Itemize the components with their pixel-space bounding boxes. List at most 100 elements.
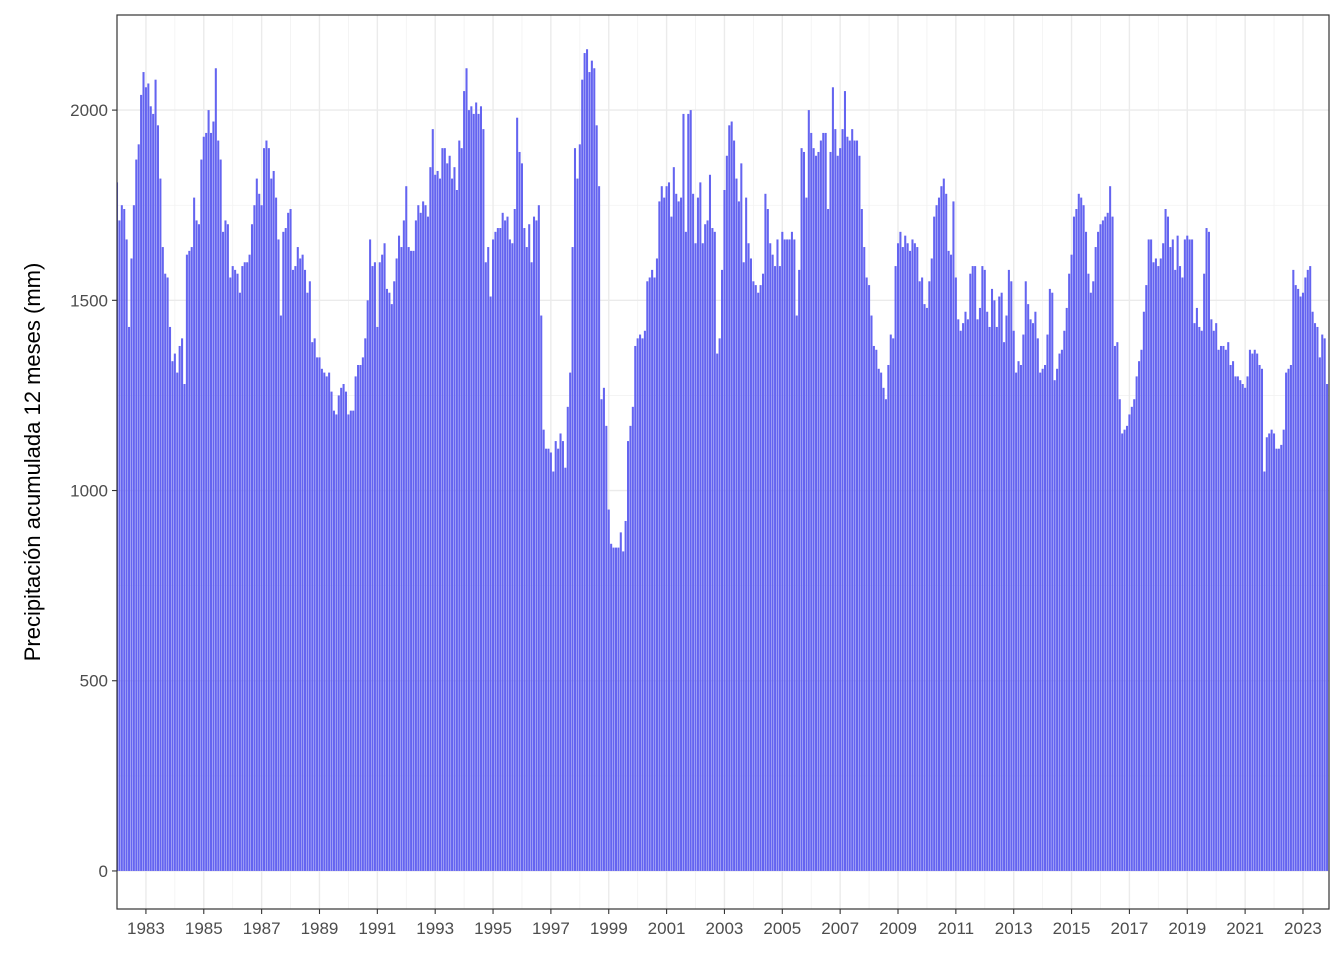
bar [513, 209, 516, 871]
bar [258, 193, 261, 871]
bar [313, 338, 316, 871]
bar [1097, 231, 1100, 871]
bar [1128, 414, 1131, 871]
bar [1318, 357, 1321, 871]
bar [747, 243, 750, 871]
y-tick-label: 1000 [70, 482, 108, 501]
bar [1191, 239, 1194, 871]
bar [1065, 307, 1068, 871]
bar [569, 372, 572, 871]
bar [1222, 345, 1225, 871]
bar [1263, 471, 1266, 871]
bar [696, 197, 699, 871]
bar [361, 357, 364, 871]
bar [347, 414, 350, 871]
x-tick-label: 2013 [995, 919, 1033, 938]
bar [629, 425, 632, 871]
bar [1183, 239, 1186, 871]
bar [1277, 448, 1280, 871]
bar [489, 296, 492, 871]
bar [759, 285, 762, 871]
bar [140, 94, 143, 871]
bar [810, 132, 813, 871]
bar [1154, 258, 1157, 871]
bar [1015, 372, 1018, 871]
bar [1313, 323, 1317, 871]
bar [342, 384, 345, 871]
bar [1056, 368, 1059, 871]
bar [646, 281, 649, 871]
bar [296, 247, 299, 871]
bar [1104, 216, 1107, 871]
bar [1010, 281, 1013, 871]
bar [921, 277, 924, 871]
bar [352, 410, 355, 871]
bar [1094, 247, 1097, 871]
bar [598, 186, 601, 871]
bar [704, 224, 707, 871]
bar [610, 543, 613, 871]
bar [1101, 220, 1104, 871]
bar [783, 239, 786, 871]
bar [460, 148, 463, 871]
bar [222, 231, 225, 871]
bar [894, 266, 897, 871]
bar [901, 247, 904, 871]
bar [171, 361, 174, 871]
bar [395, 258, 398, 871]
bar [643, 330, 646, 871]
bar [504, 220, 507, 871]
bar [1241, 384, 1244, 871]
bar [766, 209, 769, 871]
bar [641, 338, 644, 871]
bar [667, 182, 671, 871]
bar [1205, 228, 1208, 871]
bar [123, 209, 126, 871]
x-tick-label: 2009 [879, 919, 917, 938]
bar [853, 140, 856, 871]
bar [1268, 433, 1271, 871]
bar [807, 110, 810, 871]
bar [1323, 338, 1326, 871]
bar [241, 266, 244, 871]
bar [472, 113, 475, 871]
bar [889, 334, 892, 871]
bar [118, 220, 121, 871]
bar [289, 209, 292, 871]
bar [781, 231, 784, 871]
bar [1060, 349, 1063, 871]
bar [1072, 216, 1075, 871]
bar [303, 269, 307, 871]
x-tick-label: 1983 [127, 919, 165, 938]
bar [518, 151, 521, 871]
bar [990, 288, 994, 871]
y-tick-label: 1500 [70, 291, 108, 310]
bar [299, 258, 302, 871]
bar [371, 266, 374, 871]
bar [287, 212, 290, 871]
bar [1162, 243, 1165, 871]
bar [793, 239, 796, 871]
bar [624, 520, 627, 871]
bar [870, 315, 873, 871]
bar [928, 281, 931, 871]
bar [419, 212, 422, 871]
bar [913, 243, 916, 871]
bar [402, 220, 405, 871]
bar [438, 178, 442, 871]
bar [899, 231, 902, 871]
bar [1109, 186, 1112, 871]
bar [1188, 239, 1191, 871]
bar [612, 547, 615, 871]
bar [841, 129, 844, 871]
bar [1282, 429, 1285, 871]
bar [937, 197, 941, 871]
bar [1003, 342, 1006, 871]
bar [721, 269, 724, 871]
bar [248, 254, 251, 871]
bar [1236, 376, 1239, 871]
bar [993, 300, 996, 871]
bar [627, 441, 630, 871]
bars [117, 49, 1329, 871]
x-tick-label: 1993 [416, 919, 454, 938]
